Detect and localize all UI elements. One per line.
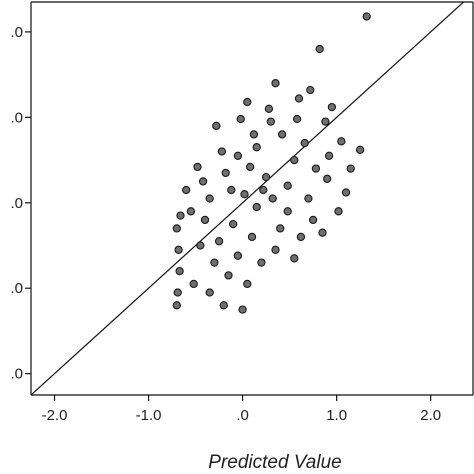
- data-point: [318, 228, 327, 237]
- data-point: [200, 215, 210, 225]
- data-point: [321, 117, 330, 126]
- data-point: [217, 147, 227, 156]
- data-point: [243, 279, 252, 289]
- y-tick-label: .0: [10, 195, 23, 212]
- data-point: [294, 94, 304, 103]
- data-point: [300, 138, 309, 148]
- data-point: [205, 288, 214, 297]
- data-point: [304, 194, 313, 203]
- plot-area: [31, 2, 465, 395]
- data-point: [341, 188, 351, 197]
- data-point: [311, 164, 321, 173]
- x-axis-title: Predicted Value: [208, 452, 341, 473]
- data-point: [238, 305, 247, 314]
- x-tick-label: -2.0: [42, 407, 68, 424]
- data-point: [205, 194, 214, 203]
- data-point: [252, 202, 261, 212]
- data-point: [176, 211, 185, 220]
- x-tick-label: 1.0: [326, 407, 347, 424]
- data-point: [214, 237, 224, 246]
- data-point: [193, 162, 202, 172]
- data-point: [233, 251, 243, 260]
- data-point: [227, 185, 236, 195]
- data-point: [257, 258, 266, 267]
- data-point: [290, 155, 299, 165]
- y-tick-label: .0: [10, 280, 23, 297]
- data-point: [290, 254, 299, 263]
- data-point: [196, 241, 205, 250]
- data-point: [292, 114, 302, 124]
- data-point: [186, 207, 196, 216]
- data-point: [175, 266, 184, 276]
- x-tick-label: -1.0: [136, 407, 162, 424]
- axes: -2.0 -1.0 .0 1.0 2.0 .0 .0 .0 .0 .0: [10, 1, 474, 424]
- data-point: [249, 130, 259, 139]
- data-point: [221, 168, 230, 178]
- data-point: [296, 232, 306, 242]
- data-point: [229, 219, 238, 229]
- data-point: [172, 224, 181, 233]
- data-point: [224, 271, 233, 280]
- data-point: [271, 245, 280, 254]
- data-point: [182, 185, 191, 195]
- data-point: [247, 232, 257, 242]
- data-point: [355, 145, 365, 154]
- data-point: [334, 207, 343, 216]
- data-point: [233, 151, 243, 160]
- data-point: [266, 117, 275, 126]
- data-point: [210, 258, 219, 267]
- y-tick-label: .0: [10, 366, 23, 383]
- data-point: [245, 162, 255, 172]
- x-tick-label: .0: [236, 407, 249, 424]
- data-point: [172, 301, 181, 310]
- data-point: [212, 121, 221, 131]
- data-point: [236, 114, 245, 124]
- data-point: [261, 172, 271, 182]
- data-point: [324, 151, 334, 160]
- y-tick-label: .0: [10, 24, 23, 41]
- data-point: [259, 185, 268, 195]
- data-point: [362, 12, 371, 21]
- data-point: [268, 194, 277, 203]
- data-point: [276, 224, 285, 233]
- data-point: [271, 79, 280, 88]
- data-point: [327, 102, 337, 112]
- data-point: [283, 181, 292, 190]
- reference-line: [31, 2, 465, 395]
- data-point: [198, 177, 208, 186]
- y-tick-label: .0: [10, 109, 23, 126]
- data-point: [252, 143, 261, 152]
- data-point: [264, 104, 274, 113]
- data-point: [346, 164, 355, 173]
- data-point: [306, 85, 315, 95]
- data-point: [277, 130, 287, 139]
- data-point: [337, 137, 346, 146]
- data-point: [173, 288, 182, 297]
- data-point: [219, 301, 228, 310]
- data-point: [283, 207, 292, 216]
- data-point: [189, 279, 198, 289]
- data-point: [174, 245, 183, 254]
- data-point: [243, 97, 252, 107]
- data-point: [315, 44, 324, 54]
- data-point: [240, 190, 249, 199]
- data-point: [323, 174, 332, 183]
- data-point: [308, 215, 318, 225]
- x-tick-label: 2.0: [420, 407, 441, 424]
